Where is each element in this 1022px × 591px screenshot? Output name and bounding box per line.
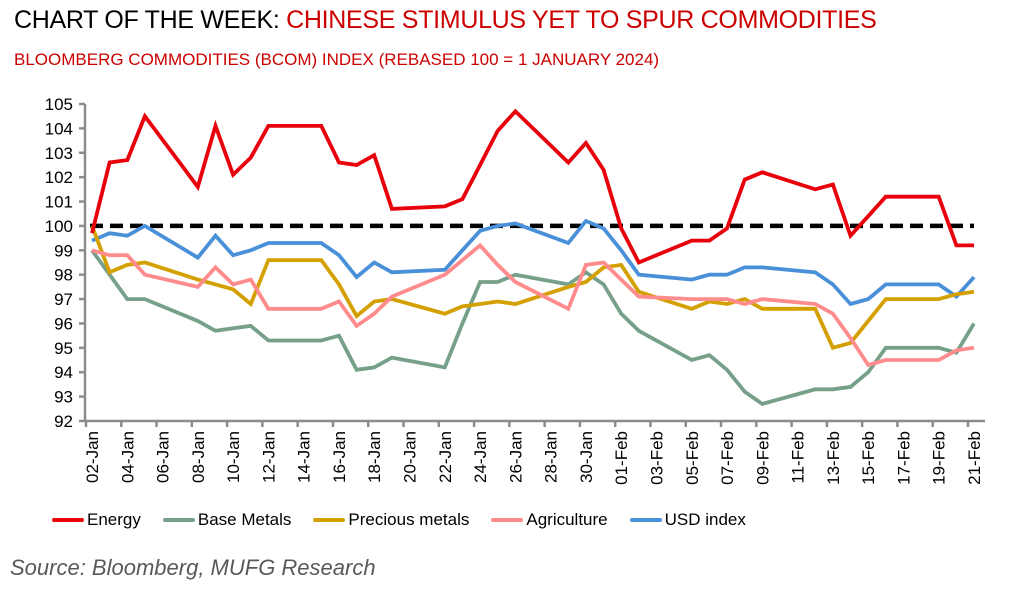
- x-tick-label: 19-Feb: [930, 431, 949, 485]
- y-tick-label: 105: [45, 95, 73, 114]
- y-tick-label: 100: [45, 217, 73, 236]
- series-line-base-metals: [90, 249, 976, 406]
- y-tick-label: 104: [45, 119, 73, 138]
- x-tick-label: 09-Feb: [753, 431, 772, 485]
- x-tick-label: 30-Jan: [577, 431, 596, 483]
- x-tick-label: 03-Feb: [647, 431, 666, 485]
- legend: Energy Base Metals Precious metals Agricult…: [52, 510, 768, 530]
- x-tick-label: 07-Feb: [718, 431, 737, 485]
- y-tick-label: 102: [45, 168, 73, 187]
- series-line-precious-metals: [90, 225, 975, 351]
- x-tick-label: 04-Jan: [118, 431, 137, 483]
- x-tick-label: 10-Jan: [224, 431, 243, 483]
- source-note: Source: Bloomberg, MUFG Research: [10, 555, 376, 580]
- legend-item-precious-metals: Precious metals: [313, 510, 469, 530]
- x-tick-label: 20-Jan: [401, 431, 420, 483]
- legend-label: Energy: [87, 510, 141, 529]
- x-tick-label: 22-Jan: [436, 431, 455, 483]
- y-tick-label: 96: [54, 314, 73, 333]
- x-tick-label: 18-Jan: [365, 431, 384, 483]
- legend-label: Agriculture: [526, 510, 608, 529]
- legend-swatch: [313, 518, 346, 522]
- series-group: [90, 108, 976, 406]
- x-tick-label: 12-Jan: [259, 431, 278, 483]
- chart-title-prefix: CHART OF THE WEEK:: [14, 6, 287, 34]
- series-line-usd-index: [91, 218, 976, 307]
- y-tick-label: 93: [54, 388, 73, 407]
- x-tick-label: 13-Feb: [824, 431, 843, 485]
- x-tick-label: 21-Feb: [965, 431, 984, 485]
- y-tick-label: 101: [45, 193, 73, 212]
- legend-item-base-metals: Base Metals: [162, 510, 292, 530]
- y-tick-label: 99: [54, 241, 73, 260]
- chart-title-accent: CHINESE STIMULUS YET TO SPUR COMMODITIES: [286, 6, 877, 34]
- legend-item-usd-index: USD index: [629, 510, 746, 530]
- y-tick-label: 94: [54, 363, 73, 382]
- legend-label: Precious metals: [348, 510, 470, 529]
- x-tick-label: 16-Jan: [330, 431, 349, 483]
- x-tick-label: 24-Jan: [471, 431, 490, 483]
- y-tick-label: 92: [54, 412, 73, 431]
- x-tick-label: 26-Jan: [506, 431, 525, 483]
- legend-item-agriculture: Agriculture: [491, 510, 608, 530]
- legend-swatch: [629, 518, 662, 522]
- x-tick-label: 08-Jan: [189, 431, 208, 483]
- legend-label: USD index: [664, 510, 746, 529]
- x-tick-label: 02-Jan: [83, 431, 102, 483]
- x-tick-label: 15-Feb: [859, 431, 878, 485]
- y-tick-label: 97: [54, 290, 73, 309]
- legend-item-energy: Energy: [52, 510, 141, 530]
- x-tick-label: 14-Jan: [295, 431, 314, 483]
- legend-swatch: [52, 518, 84, 522]
- y-tick-label: 98: [54, 266, 73, 285]
- legend-swatch: [162, 518, 195, 522]
- chart-title: CHART OF THE WEEK: CHINESE STIMULUS YET …: [14, 6, 877, 35]
- y-tick-label: 95: [54, 339, 73, 358]
- series-line-energy: [90, 108, 974, 265]
- x-tick-label: 05-Feb: [683, 431, 702, 485]
- x-tick-label: 06-Jan: [154, 431, 173, 483]
- x-tick-label: 11-Feb: [789, 431, 808, 484]
- chart-subtitle: BLOOMBERG COMMODITIES (BCOM) INDEX (REBA…: [14, 50, 660, 69]
- series-line-agriculture: [91, 242, 975, 368]
- y-tick-label: 103: [45, 144, 73, 163]
- legend-label: Base Metals: [197, 510, 292, 529]
- x-tick-label: 17-Feb: [894, 431, 913, 485]
- x-tick-label: 28-Jan: [542, 431, 561, 483]
- x-tick-label: 01-Feb: [612, 431, 631, 485]
- legend-swatch: [491, 518, 524, 522]
- axes: 92 93 94 95 96 97 98 99 100 101 102 103 104 105 02-Jan…: [45, 95, 985, 485]
